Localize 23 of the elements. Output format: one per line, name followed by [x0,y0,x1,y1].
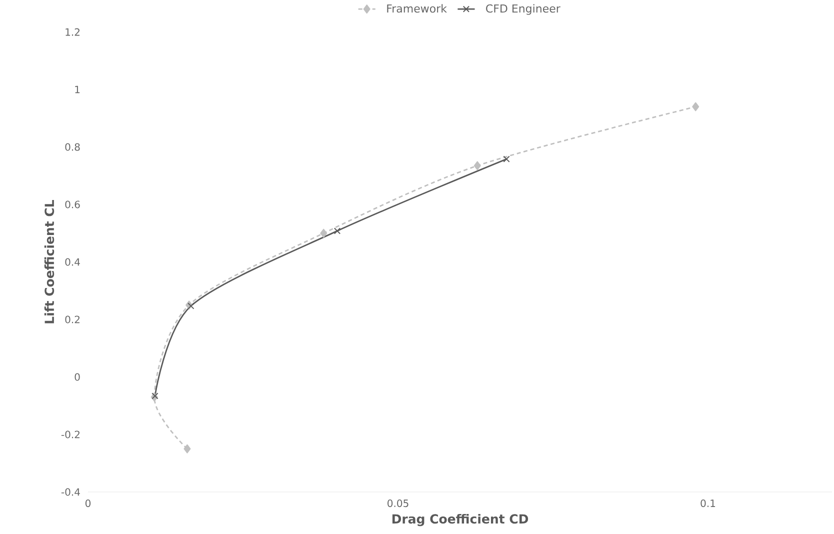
x-axis-title: Drag Coefficient CD [392,514,528,526]
legend-label: CFD Engineer [486,4,560,15]
y-tick-label: 0.2 [65,316,80,324]
point [503,156,510,162]
y-tick-label: 0.8 [65,143,80,151]
y-tick-label: 0.4 [65,258,80,266]
y-tick-label: 0 [74,373,80,381]
point [474,161,481,170]
point [152,392,158,400]
point [334,228,341,234]
point [692,102,700,112]
y-tick-label: 0.6 [65,200,80,208]
point [320,228,328,238]
y-tick-label: -0.4 [61,488,80,496]
y-tick-label: -0.2 [61,430,80,438]
y-axis-title: Lift Coefficient CL [44,200,54,324]
legend-label: Framework [387,4,447,13]
x-tick-label: 0.05 [388,500,408,508]
x-tick-label: 0.1 [700,500,716,508]
y-tick-label: 1 [75,86,80,94]
y-tick-label: 1.2 [66,28,80,36]
point [184,444,191,454]
x-tick-label: 0 [85,500,91,508]
